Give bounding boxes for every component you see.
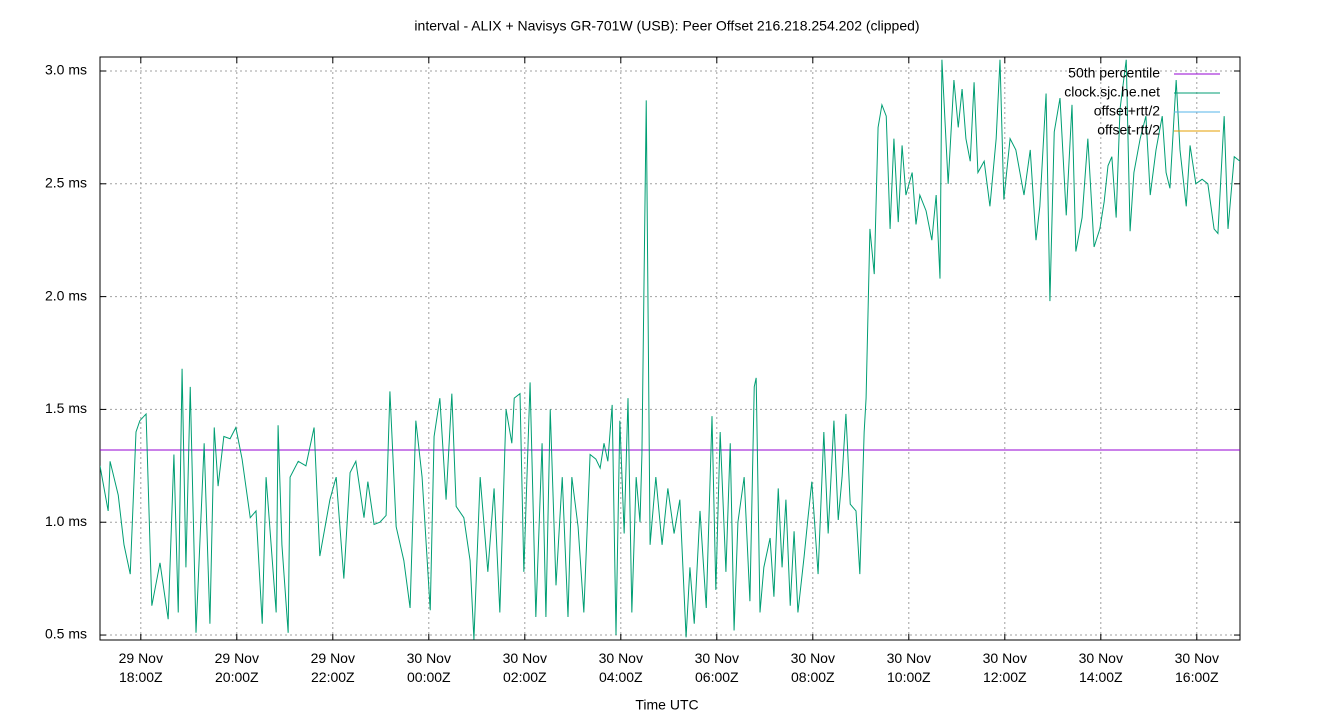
- series-line: [100, 59, 1240, 640]
- x-axis-label: Time UTC: [635, 697, 698, 713]
- x-tick-label: 30 Nov 08:00Z: [791, 650, 835, 685]
- y-tick-label: 2.0 ms: [45, 287, 87, 303]
- plot-frame: [99, 56, 1241, 641]
- x-tick-label: 30 Nov 04:00Z: [599, 650, 643, 685]
- x-tick-label: 30 Nov 12:00Z: [983, 650, 1027, 685]
- y-tick-label: 0.5 ms: [45, 626, 87, 642]
- y-tick-label: 3.0 ms: [45, 62, 87, 78]
- y-tick-label: 1.5 ms: [45, 400, 87, 416]
- x-tick-label: 29 Nov 18:00Z: [119, 650, 163, 685]
- legend-label: offset-rtt/2: [1097, 122, 1160, 138]
- x-tick-label: 30 Nov 00:00Z: [407, 650, 451, 685]
- legend-label: clock.sjc.he.net: [1064, 84, 1160, 100]
- y-tick-label: 1.0 ms: [45, 513, 87, 529]
- x-tick-label: 30 Nov 02:00Z: [503, 650, 547, 685]
- x-tick-label: 30 Nov 16:00Z: [1175, 650, 1219, 685]
- x-tick-label: 30 Nov 10:00Z: [887, 650, 931, 685]
- x-tick-label: 29 Nov 20:00Z: [215, 650, 259, 685]
- chart-title: interval - ALIX + Navisys GR-701W (USB):…: [414, 18, 919, 34]
- x-tick-label: 29 Nov 22:00Z: [311, 650, 355, 685]
- legend-label: offset+rtt/2: [1094, 103, 1160, 119]
- x-tick-label: 30 Nov 14:00Z: [1079, 650, 1123, 685]
- legend-label: 50th percentile: [1068, 65, 1160, 81]
- x-tick-label: 30 Nov 06:00Z: [695, 650, 739, 685]
- y-tick-label: 2.5 ms: [45, 175, 87, 191]
- plot-area: [100, 59, 1240, 640]
